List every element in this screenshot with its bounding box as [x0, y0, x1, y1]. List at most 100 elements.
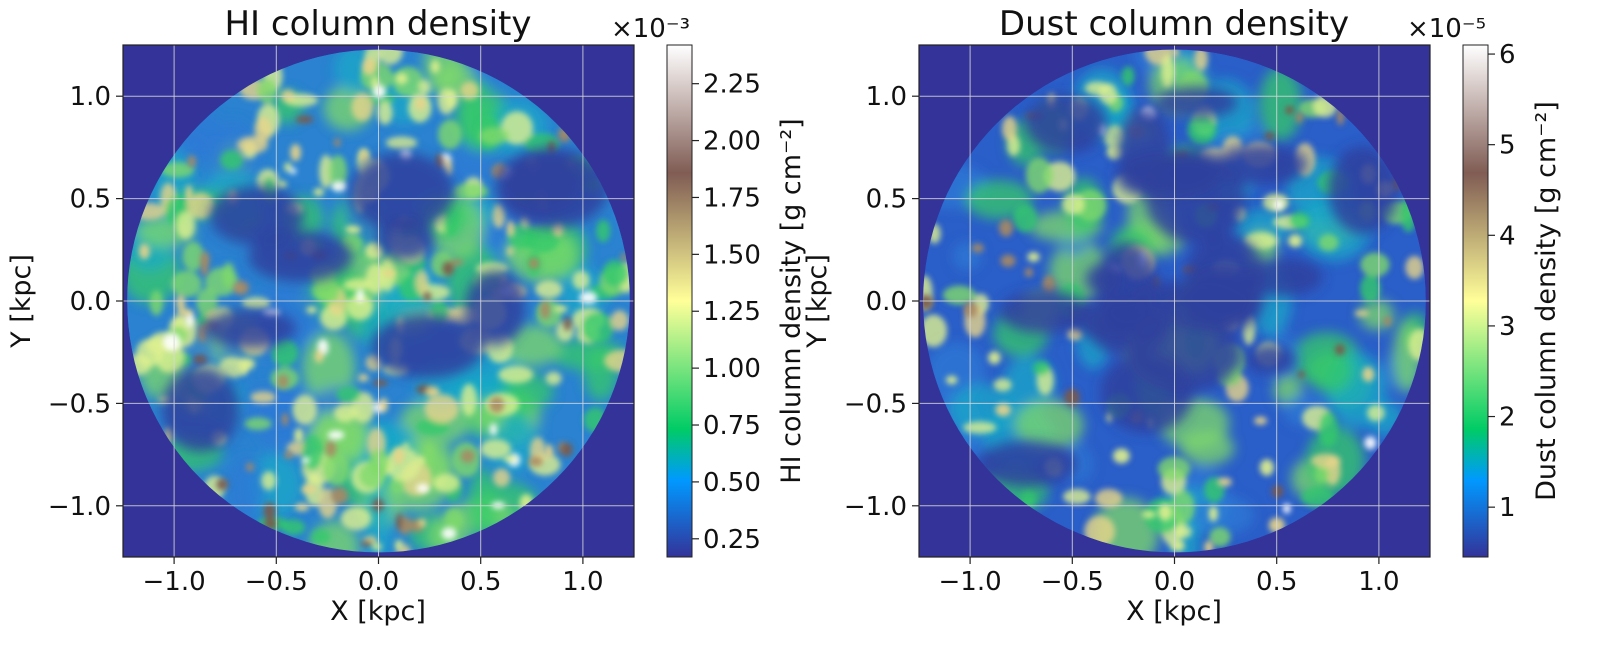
density-blob	[1000, 254, 1016, 267]
density-blob	[923, 314, 948, 348]
colorbar-tick-label: 4	[1499, 221, 1516, 251]
y-tick-label: −1.0	[844, 492, 907, 522]
y-axis-label: Y [kpc]	[6, 254, 37, 349]
density-blob	[365, 263, 385, 294]
density-blob	[492, 203, 506, 229]
void-blob	[1115, 151, 1219, 200]
density-blob	[1094, 488, 1123, 508]
density-blob	[216, 478, 229, 491]
density-blob	[1264, 132, 1275, 141]
density-blob	[437, 88, 455, 115]
density-blob	[1306, 350, 1353, 394]
density-blob	[572, 270, 590, 290]
density-blob	[242, 297, 271, 310]
x-tick-label: 1.0	[562, 567, 603, 597]
density-blob	[330, 487, 349, 505]
density-blob	[1259, 67, 1302, 142]
density-blob	[372, 84, 386, 99]
grid-lines	[123, 45, 634, 557]
density-blob	[579, 291, 598, 305]
density-blob	[1367, 404, 1385, 422]
panel-title: HI column density	[224, 4, 531, 44]
density-blob	[333, 404, 357, 423]
density-blob	[963, 301, 978, 318]
density-blob	[360, 149, 369, 163]
x-tick-label: 1.0	[1358, 567, 1399, 597]
x-tick-label: −0.5	[1041, 567, 1104, 597]
void-blob	[495, 147, 609, 228]
density-blob	[356, 288, 364, 304]
density-blob	[923, 294, 934, 310]
density-blob	[271, 339, 299, 367]
density-blob	[444, 507, 463, 531]
density-blob	[492, 468, 511, 488]
density-blob	[442, 261, 455, 276]
y-tick-label: 1.0	[866, 82, 907, 112]
void-blob	[1097, 242, 1158, 325]
density-blob	[1318, 234, 1339, 252]
density-blob	[138, 243, 150, 260]
void-blob	[1245, 257, 1323, 296]
density-blob	[378, 49, 403, 65]
y-axis-label: Y [kpc]	[802, 254, 833, 349]
void-blob	[1025, 94, 1107, 154]
density-blob	[560, 442, 573, 457]
void-blob	[209, 185, 304, 245]
density-blob	[372, 543, 382, 551]
density-blob	[1170, 539, 1185, 552]
density-blob	[261, 471, 277, 491]
x-tick-label: −1.0	[939, 567, 1002, 597]
void-blob	[1213, 144, 1308, 185]
density-blob	[1217, 477, 1232, 487]
density-blob	[358, 462, 387, 489]
density-blob	[1013, 204, 1038, 233]
density-blob	[1360, 274, 1381, 303]
density-blob	[284, 162, 292, 173]
density-blob	[316, 277, 340, 304]
y-axis-ticks: −1.0 −0.5 0.0 0.5 1.0	[844, 82, 919, 522]
hi-density-panel: HI column density −1.0 −0.5 0.0 0.5 1.0 −1.0…	[6, 4, 807, 627]
x-tick-label: 0.0	[1154, 567, 1195, 597]
density-blob	[302, 331, 356, 404]
x-axis-label: X [kpc]	[330, 596, 426, 627]
density-blob	[319, 154, 333, 189]
density-blob	[182, 241, 205, 272]
density-blob	[1014, 399, 1084, 452]
density-blob	[1318, 411, 1339, 448]
texture-layer	[138, 57, 628, 551]
density-blob	[200, 258, 209, 277]
density-blob	[220, 150, 244, 170]
density-blob	[176, 211, 195, 240]
density-blob	[528, 257, 540, 270]
density-blob	[328, 155, 348, 189]
density-blob	[602, 259, 629, 287]
y-axis-ticks: −1.0 −0.5 0.0 0.5 1.0	[48, 82, 123, 522]
density-blob	[1334, 343, 1346, 356]
density-blob	[229, 457, 266, 521]
density-blob	[185, 185, 193, 203]
colorbar-tick-label: 1.50	[703, 240, 761, 270]
density-blob	[563, 316, 572, 331]
density-blob	[1209, 527, 1231, 547]
density-blob	[1194, 49, 1209, 71]
density-blob	[301, 456, 310, 464]
density-blob	[1314, 465, 1329, 484]
void-blob	[1246, 344, 1295, 375]
density-blob	[176, 294, 186, 311]
void-blob	[248, 231, 353, 283]
density-blob	[1175, 524, 1192, 539]
density-blob	[544, 444, 554, 460]
density-blob	[528, 456, 543, 467]
x-axis-ticks: −1.0 −0.5 0.0 0.5 1.0	[939, 557, 1400, 597]
density-blob	[327, 430, 345, 440]
density-blob	[441, 527, 457, 540]
density-blob	[610, 310, 629, 331]
colorbar-tick-label: 0.75	[703, 411, 761, 441]
density-blob	[345, 225, 362, 234]
density-blob	[423, 291, 432, 302]
density-blob	[1032, 360, 1050, 376]
void-blob	[203, 308, 297, 348]
x-tick-label: 0.5	[1256, 567, 1297, 597]
void-blob	[1155, 86, 1238, 119]
